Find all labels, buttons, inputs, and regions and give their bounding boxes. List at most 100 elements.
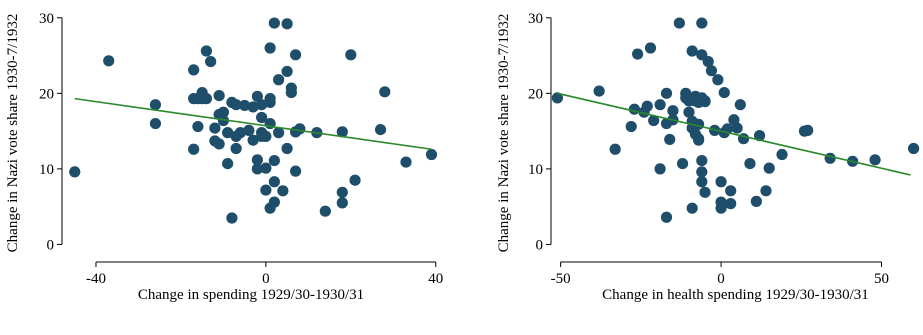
scatter-point (264, 42, 276, 54)
scatter-point (247, 101, 259, 113)
scatter-point (734, 99, 746, 111)
scatter-point (702, 56, 714, 68)
y-tick-label: 0 (47, 237, 55, 253)
scatter-point (149, 117, 162, 130)
scatter-point (230, 142, 242, 155)
scatter-point (648, 114, 660, 127)
scatter-point (731, 122, 743, 134)
scatter-point (609, 143, 621, 155)
scatter-point (222, 158, 234, 170)
scatter-point (374, 124, 387, 136)
scatter-point (217, 114, 229, 127)
scatter-point (69, 166, 81, 178)
scatter-point (641, 100, 653, 112)
scatter-point (239, 99, 251, 112)
scatter-point (222, 127, 234, 139)
scatter-point (869, 154, 881, 166)
scatter-point (260, 130, 272, 142)
scatter-panel-health-spending: 0 10 20 30 -50 0 50 Change in health spending 1… (496, 11, 920, 303)
scatter-point (824, 152, 836, 164)
x-tick-label: 40 (428, 271, 443, 287)
scatter-point (425, 148, 438, 161)
scatter-point (251, 154, 263, 166)
scatter-point (693, 134, 705, 146)
scatter-point (725, 185, 737, 197)
scatter-point (200, 93, 213, 105)
scatter-point (696, 17, 708, 29)
scatter-point (802, 124, 814, 136)
scatter-point (744, 158, 756, 170)
scatter-panel-spending: 0 10 20 30 -40 0 40 Change in spending 1929/30-… (5, 11, 443, 303)
scatter-point (715, 176, 727, 188)
scatter-point (336, 126, 348, 138)
fit-line (74, 97, 432, 151)
scatter-point (256, 111, 268, 124)
scatter-point (345, 49, 357, 61)
x-axis-title: Change in spending 1929/30-1930/31 (138, 287, 364, 303)
scatter-point (750, 195, 762, 207)
y-tick-label: 30 (528, 11, 543, 27)
scatter-point (664, 133, 676, 146)
scatter-point (654, 163, 666, 175)
x-axis-title: Change in health spending 1929/30-1930/3… (602, 287, 869, 303)
scatter-point (712, 74, 724, 86)
scatter-point (251, 90, 263, 102)
scatter-point (268, 196, 280, 208)
scatter-point (217, 106, 229, 118)
scatter-point (243, 124, 255, 136)
scatter-point (336, 197, 348, 209)
fit-line (557, 92, 911, 176)
scatter-point (234, 127, 246, 139)
scatter-point (192, 120, 204, 133)
scatter-point (753, 130, 766, 142)
scatter-point (696, 154, 708, 167)
scatter-point (281, 18, 293, 30)
y-tick-label: 20 (39, 86, 54, 102)
scatter-point (593, 85, 605, 97)
scatter-point (551, 92, 564, 104)
x-tick-label: -50 (551, 271, 571, 287)
scatter-point (683, 106, 695, 118)
scatter-point (289, 165, 302, 177)
scatter-point (103, 55, 115, 67)
scatter-point (673, 17, 685, 29)
scatter-point (319, 205, 331, 217)
scatter-point (699, 96, 711, 108)
scatter-point (718, 86, 730, 99)
x-tick-label: 0 (717, 271, 725, 287)
scatter-point (213, 138, 225, 150)
scatter-point (379, 86, 391, 98)
scatter-point (676, 158, 689, 170)
scatter-point (349, 174, 361, 186)
scatter-point (632, 48, 644, 60)
scatter-point (760, 185, 772, 197)
scatter-point (294, 123, 306, 135)
scatter-point (247, 134, 259, 146)
scatter-point (725, 198, 737, 210)
scatter-point (696, 176, 708, 188)
y-tick-label: 10 (39, 162, 54, 178)
scatter-point (696, 166, 708, 178)
scatter-point (660, 87, 673, 99)
scatter-point (281, 65, 293, 78)
scatter-point (205, 56, 217, 68)
scatter-point (763, 162, 775, 174)
scatter-point (277, 185, 289, 197)
x-tick-label: -40 (86, 271, 106, 287)
scatter-point (226, 212, 238, 224)
y-tick-label: 0 (536, 237, 544, 253)
scatter-point (260, 184, 272, 196)
x-tick-label: 50 (874, 271, 889, 287)
scatter-point (268, 176, 280, 188)
scatter-point (654, 99, 666, 111)
scatter-point (273, 127, 285, 139)
scatter-point (256, 99, 268, 111)
scatter-point (907, 142, 920, 155)
scatter-point (667, 105, 679, 117)
scatter-point (336, 186, 348, 198)
scatter-point (660, 211, 673, 223)
y-axis-title: Change in Nazi vote share 1930-7/1932 (5, 14, 21, 253)
scatter-point (715, 202, 727, 214)
scatter-point (230, 99, 242, 111)
